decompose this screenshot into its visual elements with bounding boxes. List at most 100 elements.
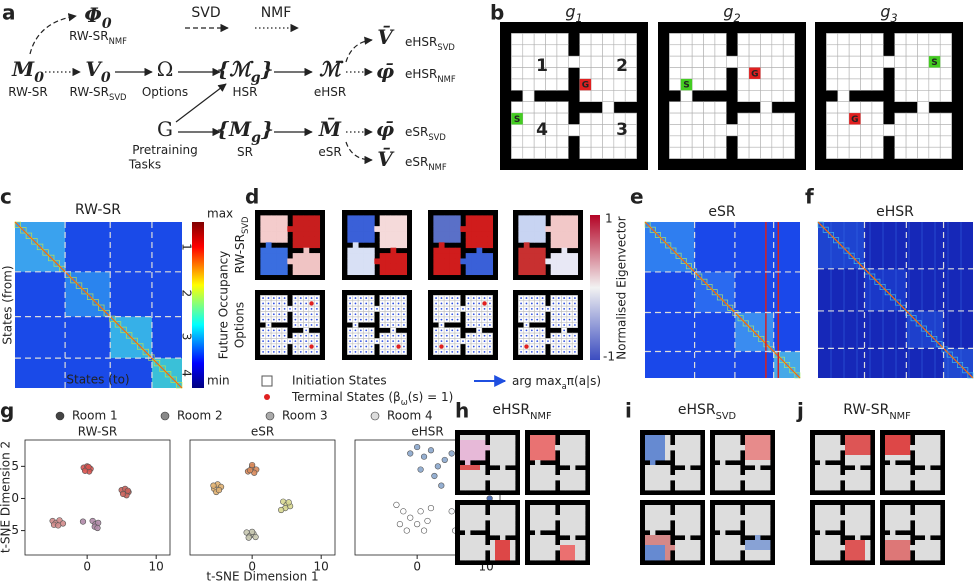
maze-cell	[680, 480, 686, 486]
policy-dot	[349, 302, 351, 305]
maze-cell	[475, 510, 481, 516]
maze-cell	[540, 450, 546, 456]
policy-dot	[365, 297, 368, 299]
maze-cell	[925, 550, 931, 556]
maze-cell	[835, 435, 841, 441]
maze-cell	[675, 445, 681, 451]
maze-cell	[660, 450, 666, 456]
maze-cell	[303, 231, 310, 238]
maze-cell	[379, 215, 386, 222]
heatmap-diag	[36, 243, 44, 251]
maze-cell	[444, 258, 450, 265]
maze-cell	[680, 475, 686, 481]
policy-dot	[456, 297, 459, 299]
maze-cell	[680, 112, 693, 125]
maze-cell	[860, 450, 866, 456]
maze-cell	[579, 135, 592, 148]
maze-cell	[748, 112, 761, 125]
maze-cell	[460, 510, 466, 516]
maze-cell	[470, 540, 476, 546]
text-part: eHSR	[405, 67, 437, 81]
maze-cell	[825, 510, 831, 516]
maze-cell	[475, 520, 481, 526]
policy-dot	[525, 318, 528, 321]
maze-cell	[575, 435, 581, 441]
text-part: G	[157, 117, 173, 141]
maze-cell	[358, 253, 364, 259]
maze-cell	[352, 269, 359, 276]
policy-dot	[381, 318, 384, 321]
maze-cell	[865, 455, 871, 461]
maze-cell	[565, 520, 571, 526]
heatmap-diag	[109, 315, 116, 323]
maze-cell	[750, 520, 756, 526]
maze-cell	[550, 258, 557, 265]
maze-cell	[830, 445, 836, 451]
maze-cell	[690, 540, 696, 546]
maze-cell	[401, 263, 408, 270]
maze-cell	[939, 33, 952, 46]
maze-cell	[645, 475, 651, 481]
maze-cell	[815, 535, 821, 541]
maze-cell	[529, 236, 535, 243]
maze-cell	[545, 550, 551, 556]
maze-cell	[675, 480, 681, 486]
maze-cell	[939, 90, 952, 102]
maze-cell	[298, 258, 304, 265]
maze-cell	[487, 220, 494, 227]
maze-cell	[580, 545, 586, 551]
maze-cell	[850, 460, 856, 466]
maze-cell	[669, 44, 682, 57]
maze-cell	[939, 124, 952, 137]
policy-dot	[451, 329, 454, 332]
policy-dot	[541, 302, 544, 305]
policy-dot	[445, 351, 448, 353]
subscript: 3	[891, 12, 898, 25]
heatmap-diag	[92, 299, 99, 306]
maze-cell	[910, 545, 916, 551]
maze-cell	[885, 480, 891, 486]
maze-cell	[820, 440, 826, 446]
maze-cell	[490, 555, 496, 561]
maze-cell	[830, 470, 836, 476]
maze-cell	[303, 226, 310, 232]
policy-dot	[267, 297, 270, 299]
maze-cell	[735, 505, 741, 511]
maze-cell	[540, 505, 546, 511]
maze-cell	[830, 435, 836, 441]
maze-cell	[860, 505, 866, 511]
maze-cell	[750, 470, 756, 476]
maze-cell	[470, 535, 476, 541]
maze-cell	[820, 520, 826, 526]
maze-cell	[895, 485, 901, 491]
maze-cell	[885, 550, 891, 556]
maze-cell	[691, 146, 704, 159]
text-part: }	[261, 117, 274, 141]
maze-cell	[845, 510, 851, 516]
maze-cell	[347, 269, 354, 276]
policy-dot	[478, 318, 481, 321]
maze-cell	[845, 445, 851, 451]
maze-cell	[465, 470, 471, 476]
marker-label: G	[851, 115, 858, 125]
maze-cell	[826, 146, 839, 159]
maze-cell	[645, 465, 651, 471]
policy-dot	[525, 297, 528, 299]
policy-dot	[440, 318, 443, 321]
maze-cell	[347, 231, 354, 238]
maze-cell	[260, 236, 267, 243]
maze-cell	[314, 236, 321, 243]
maze-cell	[703, 112, 716, 125]
maze-cell	[271, 215, 277, 222]
maze-cell	[830, 520, 836, 526]
maze-cell	[645, 470, 651, 476]
maze-cell	[281, 258, 288, 265]
policy-dot	[451, 351, 454, 353]
maze-cell	[665, 475, 671, 481]
maze-cell	[865, 480, 871, 486]
policy-dot	[365, 345, 368, 348]
maze-cell	[449, 231, 456, 238]
heatmap-diag	[747, 325, 754, 332]
maze-cell	[580, 550, 586, 556]
maze-cell	[715, 520, 721, 526]
